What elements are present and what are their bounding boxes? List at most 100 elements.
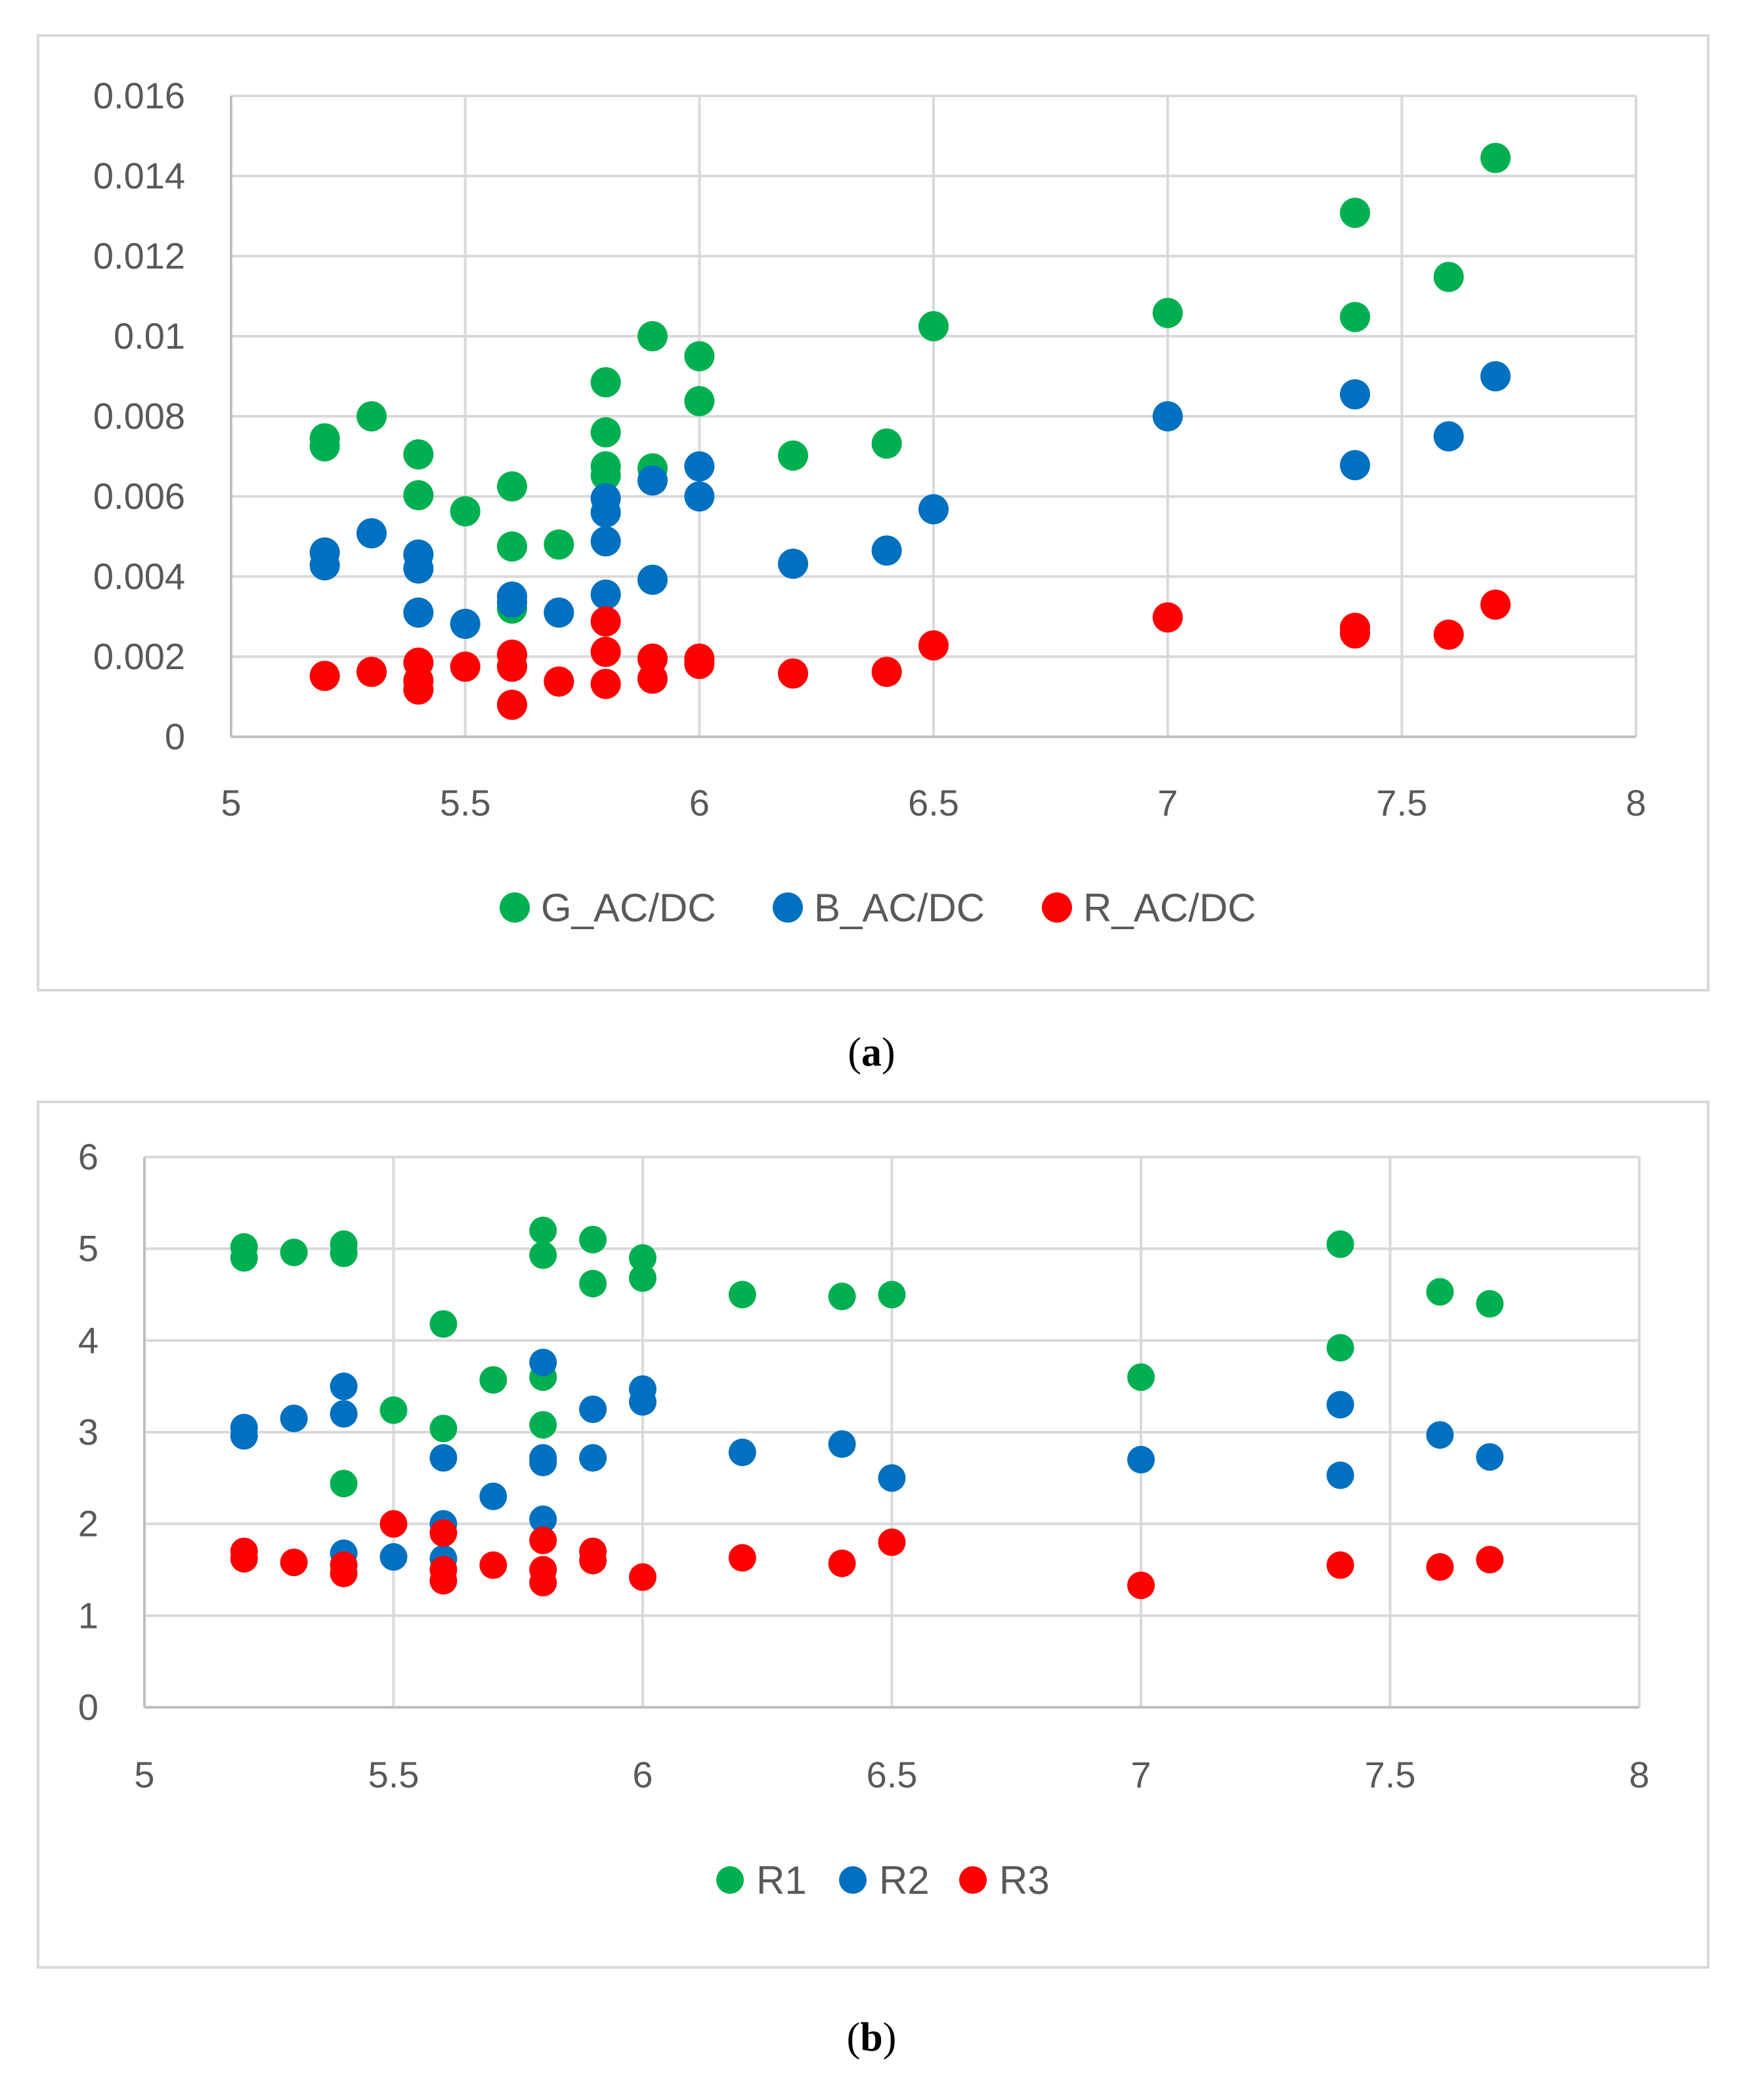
y-tick-label: 6 xyxy=(78,1136,98,1177)
data-point xyxy=(280,1405,308,1433)
data-point xyxy=(590,367,621,398)
data-point xyxy=(590,636,621,667)
data-point xyxy=(684,481,715,512)
data-point xyxy=(544,666,574,697)
data-point xyxy=(479,1551,507,1579)
data-point xyxy=(1340,379,1370,410)
data-point xyxy=(529,1526,557,1554)
data-point xyxy=(230,1244,258,1272)
data-point xyxy=(1476,1290,1504,1318)
series-g-ac-dc xyxy=(309,142,1511,624)
data-point xyxy=(479,1482,507,1510)
data-point xyxy=(1127,1445,1155,1474)
data-point xyxy=(309,431,340,462)
legend-label: R1 xyxy=(756,1858,807,1902)
data-point xyxy=(590,417,621,448)
data-point xyxy=(684,341,715,372)
data-point xyxy=(1480,589,1511,620)
data-point xyxy=(529,1348,557,1376)
legend-marker xyxy=(839,1866,867,1894)
data-point xyxy=(637,465,668,496)
y-tick-label: 1 xyxy=(78,1594,98,1636)
series-r1 xyxy=(230,1216,1504,1498)
x-tick-label: 5 xyxy=(134,1754,154,1795)
x-tick-label: 6 xyxy=(689,782,710,823)
data-point xyxy=(918,494,949,525)
data-point xyxy=(579,1444,607,1472)
legend-label: B_AC/DC xyxy=(814,886,985,930)
y-tick-label: 0.016 xyxy=(93,75,185,116)
data-point xyxy=(1433,619,1464,650)
data-point xyxy=(1340,301,1370,332)
legend-label: R2 xyxy=(879,1858,930,1902)
data-point xyxy=(1127,1363,1155,1391)
data-point xyxy=(590,668,621,699)
data-point xyxy=(330,1560,358,1588)
y-tick-label: 0.014 xyxy=(93,155,185,196)
data-point xyxy=(579,1395,607,1424)
y-tick-label: 0.006 xyxy=(93,475,185,517)
data-point xyxy=(230,1422,258,1450)
data-point xyxy=(497,689,527,720)
data-point xyxy=(479,1366,507,1394)
data-point xyxy=(403,553,434,584)
data-point xyxy=(529,1569,557,1597)
data-point xyxy=(429,1414,458,1443)
data-point xyxy=(684,385,715,416)
caption-a: (a) xyxy=(848,1030,895,1075)
data-point xyxy=(497,531,527,562)
x-tick-label: 8 xyxy=(1629,1754,1649,1795)
caption-b: (b) xyxy=(846,2015,897,2060)
data-point xyxy=(629,1244,656,1272)
data-point xyxy=(778,658,808,689)
data-point xyxy=(1480,361,1511,391)
data-point xyxy=(497,651,527,682)
data-point xyxy=(529,1505,557,1533)
data-point xyxy=(429,1519,458,1547)
data-point xyxy=(637,564,668,595)
x-tick-label: 6.5 xyxy=(908,782,959,823)
data-point xyxy=(280,1238,308,1267)
data-point xyxy=(1326,1551,1354,1579)
chart-b: 0 1 2 3 4 5 6 5 5.5 6 6.5 7 7.5 8 R1 R2 R3 xyxy=(78,1136,1650,1902)
legend-label: G_AC/DC xyxy=(541,886,716,930)
x-tick-label: 7 xyxy=(1130,1754,1151,1795)
data-point xyxy=(629,1563,656,1591)
data-point xyxy=(1340,618,1370,649)
data-point xyxy=(529,1241,557,1269)
data-point xyxy=(330,1372,358,1401)
y-tick-label: 0.002 xyxy=(93,636,185,677)
data-point xyxy=(728,1280,756,1309)
chart-a: 0 0.002 0.004 0.006 0.008 0.01 0.012 0.014 0.016… xyxy=(93,75,1646,930)
data-point xyxy=(544,597,574,628)
data-point xyxy=(871,535,902,566)
data-point xyxy=(579,1225,607,1254)
data-point xyxy=(1127,1571,1155,1600)
x-tick-label: 6.5 xyxy=(867,1754,918,1795)
data-point xyxy=(356,518,387,549)
data-point xyxy=(1152,401,1183,431)
data-point xyxy=(1326,1391,1354,1419)
data-point xyxy=(590,526,621,557)
data-point xyxy=(1152,602,1183,633)
data-point xyxy=(1480,142,1511,173)
data-point xyxy=(429,1444,458,1472)
data-point xyxy=(280,1548,308,1577)
legend-marker xyxy=(716,1866,744,1894)
y-tick-label: 0.012 xyxy=(93,235,185,276)
data-point xyxy=(878,1280,906,1309)
data-point xyxy=(450,651,481,682)
data-point xyxy=(309,550,340,580)
data-point xyxy=(590,497,621,528)
data-point xyxy=(629,1264,656,1292)
data-point xyxy=(871,657,902,688)
data-point xyxy=(637,663,668,694)
legend-label: R_AC/DC xyxy=(1083,886,1256,930)
x-tick-label: 8 xyxy=(1625,782,1646,823)
legend-label: R3 xyxy=(999,1858,1050,1902)
x-tick-label: 6 xyxy=(632,1754,653,1795)
x-tick-label: 5.5 xyxy=(368,1754,420,1795)
y-tick-label: 0 xyxy=(165,716,185,757)
data-point xyxy=(230,1544,258,1573)
